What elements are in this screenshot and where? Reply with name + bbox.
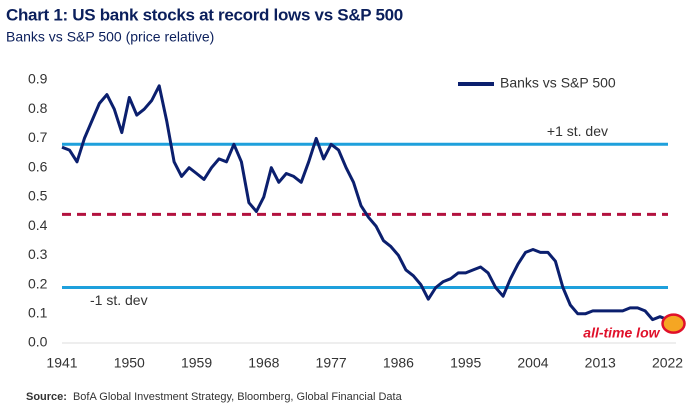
y-tick-label: 0.8 [28, 100, 48, 116]
x-tick-label: 1959 [181, 355, 212, 371]
x-tick-label: 1968 [248, 355, 279, 371]
source-label: Source: [26, 391, 67, 403]
annotation-circle [661, 313, 686, 334]
y-tick-label: 0.2 [28, 275, 48, 291]
reference-label: -1 st. dev [90, 292, 148, 308]
x-tick-label: 2004 [517, 355, 548, 371]
chart-subtitle: Banks vs S&P 500 (price relative) [6, 29, 214, 45]
x-tick-label: 1941 [46, 355, 77, 371]
x-tick-label: 1986 [383, 355, 414, 371]
x-tick-label: 1977 [316, 355, 347, 371]
x-tick-label: 1995 [450, 355, 481, 371]
y-tick-label: 0.5 [28, 188, 48, 204]
annotation-label: all-time low [583, 324, 660, 340]
legend-label: Banks vs S&P 500 [500, 75, 616, 91]
x-tick-label: 2013 [585, 355, 616, 371]
y-tick-label: 0.3 [28, 246, 48, 262]
data-line [61, 84, 669, 322]
x-tick-label: 2022 [652, 355, 683, 371]
y-tick-label: 0.6 [28, 158, 48, 174]
y-tick-label: 0.7 [28, 129, 48, 145]
y-tick-label: 0.4 [28, 217, 48, 233]
reference-label: +1 st. dev [547, 123, 608, 139]
source: Source: BofA Global Investment Strategy, … [26, 391, 403, 403]
y-tick-label: 0.9 [28, 71, 48, 87]
y-tick-label: 0.0 [28, 334, 48, 350]
y-tick-label: 0.1 [28, 304, 48, 320]
chart-title: Chart 1: US bank stocks at record lows v… [6, 5, 403, 24]
x-tick-label: 1950 [114, 355, 145, 371]
source-text: BofA Global Investment Strategy, Bloombe… [73, 391, 403, 403]
